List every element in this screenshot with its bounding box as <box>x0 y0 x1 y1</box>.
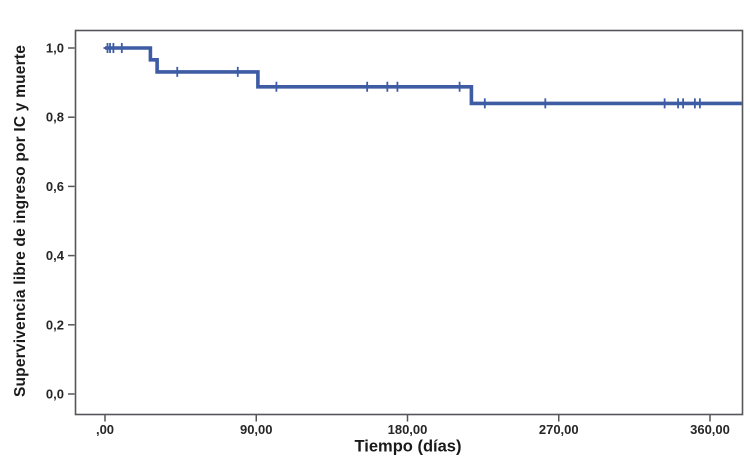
x-tick-label: 180,00 <box>388 422 428 437</box>
y-tick-label: 0,0 <box>46 387 64 402</box>
x-tick-label: 90,00 <box>240 422 273 437</box>
x-tick-label: 270,00 <box>539 422 579 437</box>
survival-curve <box>105 46 742 106</box>
y-tick-label: 0,2 <box>46 317 64 332</box>
y-axis-title: Supervivencia libre de ingreso por IC y … <box>12 44 29 398</box>
y-tick-label: 0,4 <box>46 248 65 263</box>
y-tick-label: 0,8 <box>46 110 64 125</box>
y-tick-label: 1,0 <box>46 41 64 56</box>
x-tick-label: ,00 <box>96 422 114 437</box>
y-tick-label: 0,6 <box>46 179 64 194</box>
x-axis-title: Tiempo (días) <box>354 437 462 456</box>
x-tick-label: 360,00 <box>690 422 730 437</box>
plot-frame <box>74 29 744 416</box>
